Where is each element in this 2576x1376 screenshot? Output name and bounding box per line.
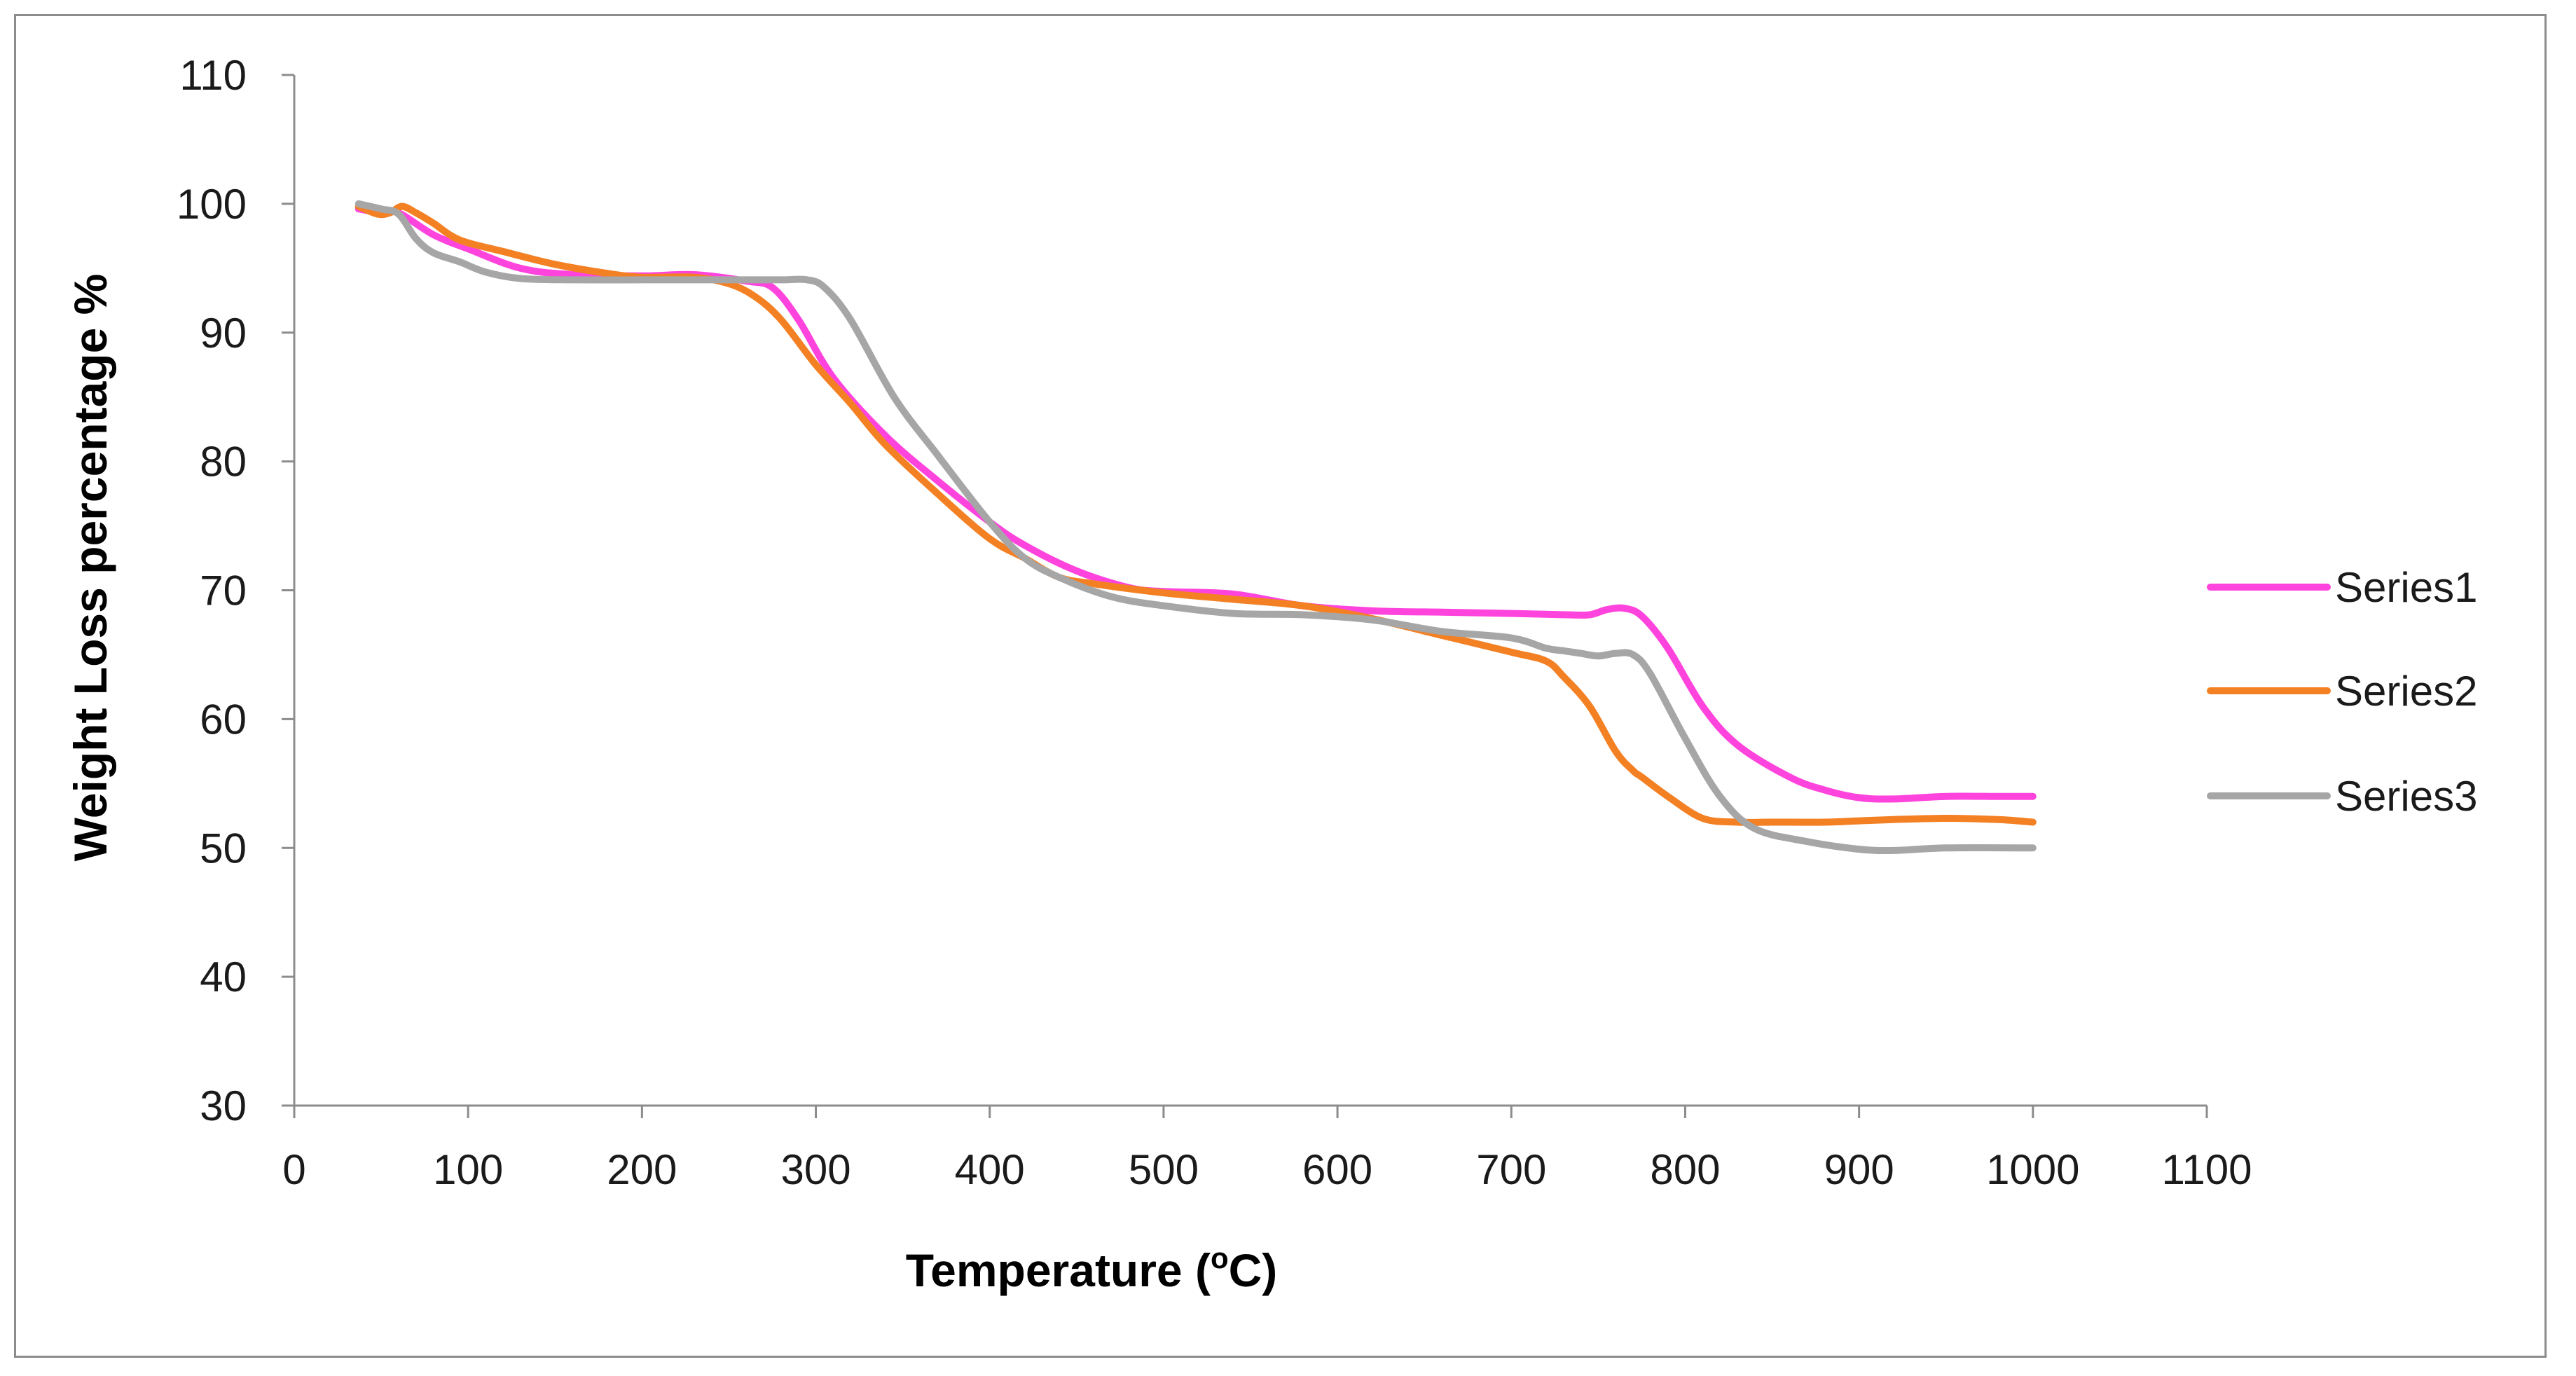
y-tick-label: 100 <box>177 181 247 228</box>
y-tick-label: 30 <box>200 1082 247 1129</box>
x-tick-label: 700 <box>1476 1146 1546 1193</box>
y-tick-label: 50 <box>200 825 247 872</box>
x-tick-label: 100 <box>433 1146 503 1193</box>
series-line-2 <box>354 202 2037 826</box>
series-line-1 <box>354 205 2037 803</box>
legend-label-series-1: Series1 <box>2335 564 2477 611</box>
x-axis-title: Temperature (oC) <box>906 1241 1278 1296</box>
y-tick-label: 70 <box>200 567 247 614</box>
x-tick-label: 500 <box>1129 1146 1199 1193</box>
x-ticks: 0 100 200 300 400 500 600 700 800 900 1000 1100 <box>282 1106 2252 1193</box>
y-tick-label: 80 <box>200 439 247 486</box>
legend: Series1 Series2 Series3 <box>2207 564 2477 820</box>
x-tick-label: 200 <box>607 1146 677 1193</box>
x-tick-label: 800 <box>1650 1146 1720 1193</box>
y-ticks: 30 40 50 60 70 80 90 100 110 <box>177 52 294 1129</box>
series-line-3 <box>354 200 2037 855</box>
plot-lines <box>354 200 2037 855</box>
x-tick-label: 400 <box>955 1146 1025 1193</box>
y-tick-label: 90 <box>200 310 247 357</box>
x-tick-label: 600 <box>1302 1146 1372 1193</box>
y-tick-label: 40 <box>200 954 247 1000</box>
x-axis-title-unit: C) <box>1229 1244 1278 1296</box>
x-tick-label: 1100 <box>2161 1146 2252 1193</box>
axes <box>293 75 2207 1107</box>
legend-label-series-2: Series2 <box>2335 668 2477 715</box>
x-tick-label: 0 <box>282 1146 305 1193</box>
x-tick-label: 1000 <box>1986 1146 2079 1193</box>
y-tick-label: 60 <box>200 696 247 743</box>
x-tick-label: 300 <box>780 1146 850 1193</box>
y-axis-title: Weight Loss percentage % <box>64 274 116 862</box>
x-tick-label: 900 <box>1824 1146 1894 1193</box>
y-tick-label: 110 <box>179 52 247 99</box>
legend-label-series-3: Series3 <box>2335 773 2477 820</box>
x-axis-title-main: Temperature ( <box>906 1244 1211 1296</box>
x-axis-title-superscript: o <box>1211 1241 1229 1274</box>
